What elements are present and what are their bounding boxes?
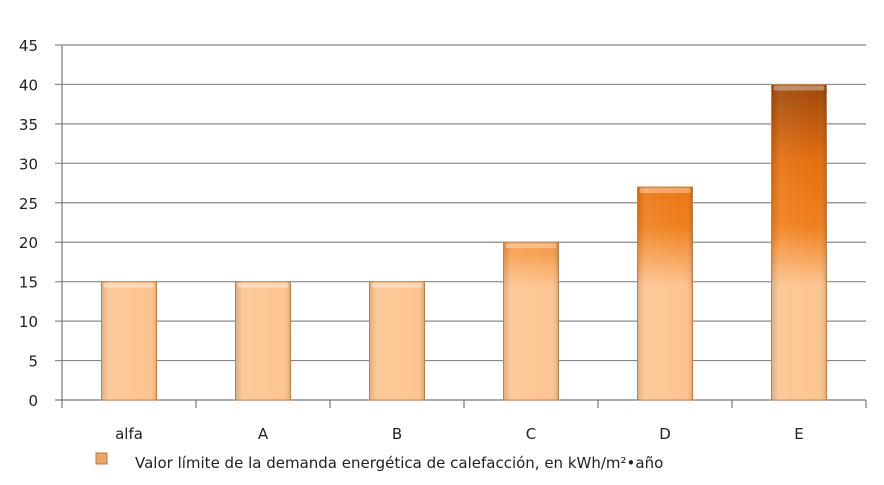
x-tick-label: C	[526, 425, 536, 443]
y-tick-label: 0	[28, 392, 38, 410]
bars	[101, 83, 827, 401]
bar-highlight	[371, 282, 423, 288]
y-tick-label: 5	[28, 353, 38, 371]
gridlines	[55, 44, 866, 401]
x-tick-label: A	[258, 425, 269, 443]
y-tick-label: 45	[19, 37, 38, 55]
y-tick-label: 40	[19, 76, 38, 94]
y-tick-label: 10	[19, 313, 38, 331]
legend: Valor límite de la demanda energética de…	[95, 452, 663, 472]
x-tick-label: D	[659, 425, 671, 443]
y-tick-label: 35	[19, 116, 38, 134]
legend-swatch	[95, 452, 108, 465]
x-tick-label: B	[392, 425, 402, 443]
bar-shade	[503, 242, 559, 400]
bar-highlight	[773, 85, 825, 91]
bar-shade	[101, 281, 157, 400]
bar-highlight	[639, 188, 691, 193]
y-tick-label: 20	[19, 234, 38, 252]
y-tick-label: 15	[19, 274, 38, 292]
y-axis: 0 5 10 15 20 25 30 35 40 45	[19, 37, 63, 410]
bar-shade	[369, 281, 425, 400]
bar-highlight	[237, 282, 289, 288]
x-tick-label: alfa	[115, 425, 143, 443]
bar-shade	[771, 84, 827, 400]
bar-shade	[235, 281, 291, 400]
bar-highlight	[103, 282, 155, 288]
bar-shade	[637, 187, 693, 400]
x-axis: alfa A B C D E	[61, 400, 867, 443]
y-tick-label: 30	[19, 155, 38, 173]
legend-label: Valor límite de la demanda energética de…	[135, 454, 663, 472]
bar-highlight	[505, 243, 557, 249]
y-tick-label: 25	[19, 195, 38, 213]
x-tick-label: E	[794, 425, 803, 443]
